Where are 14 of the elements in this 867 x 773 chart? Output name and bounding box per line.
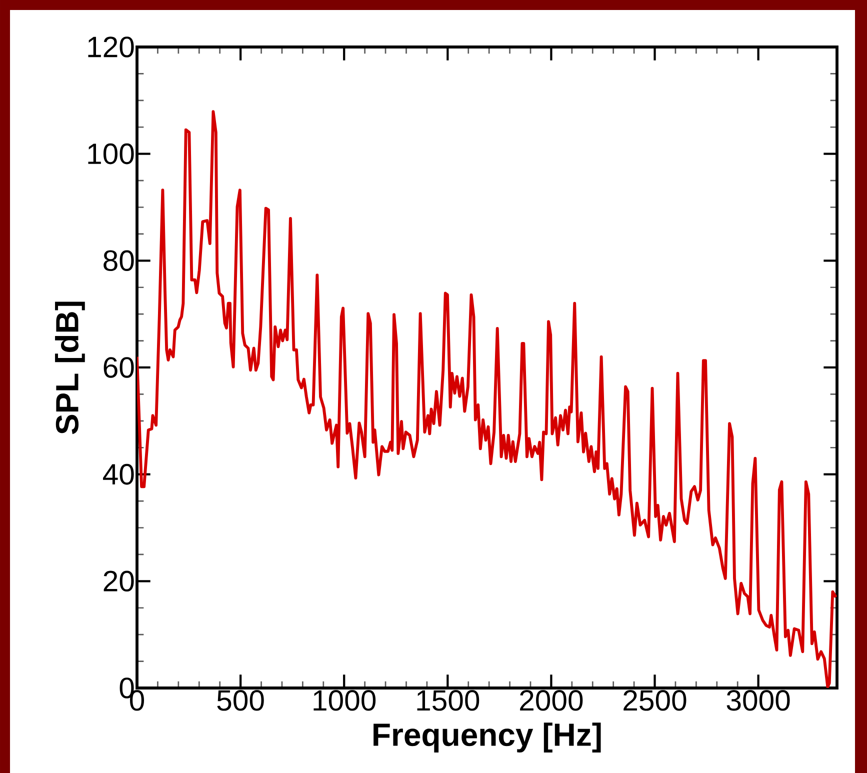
x-tick-label: 3000 [726, 690, 790, 711]
y-tick-label: 40 [103, 464, 134, 485]
y-tick-label: 100 [88, 143, 134, 164]
x-tick-label: 1500 [417, 690, 480, 711]
y-tick-label: 120 [88, 36, 134, 58]
y-tick-label: 80 [104, 250, 134, 272]
x-tick-label: 500 [217, 690, 264, 711]
y-tick-label: 60 [104, 357, 134, 378]
x-tick-label: 1000 [314, 690, 376, 711]
x-axis-title: Frequency [Hz] [374, 722, 601, 752]
y-axis-title: SPL [dB] [55, 302, 85, 434]
x-tick-label: 2500 [624, 690, 686, 711]
y-tick-label: 20 [104, 570, 134, 592]
x-tick-label: 2000 [520, 690, 583, 711]
